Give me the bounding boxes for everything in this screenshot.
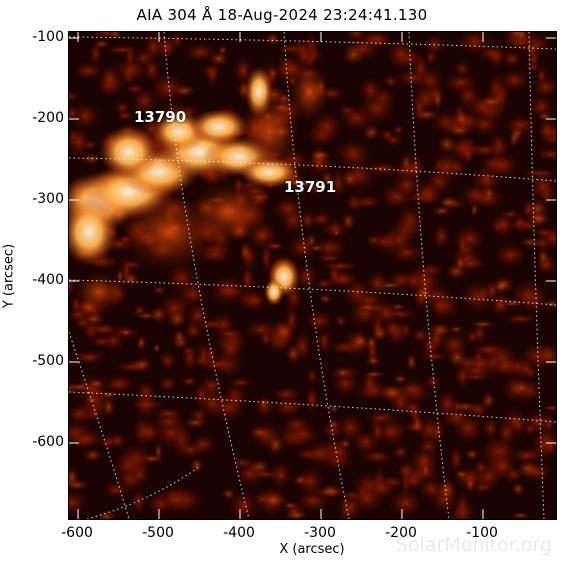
y-tick-label: -200 bbox=[32, 110, 64, 126]
chromosphere-texture bbox=[69, 32, 556, 519]
active-region-label-13790: 13790 bbox=[134, 108, 187, 126]
heliographic-grid bbox=[69, 32, 556, 519]
active-region-label-13791: 13791 bbox=[284, 178, 337, 196]
image-title: AIA 304 Å 18-Aug-2024 23:24:41.130 bbox=[136, 6, 428, 24]
x-tick-label: -400 bbox=[223, 525, 255, 541]
y-tick-label: -100 bbox=[32, 29, 64, 45]
x-tick-label: -300 bbox=[304, 525, 336, 541]
y-tick-label: -300 bbox=[32, 191, 64, 207]
y-tick-label: -500 bbox=[32, 353, 64, 369]
y-tick-label: -400 bbox=[32, 272, 64, 288]
x-tick-label: -600 bbox=[61, 525, 93, 541]
x-axis-label: X (arcsec) bbox=[279, 542, 345, 557]
watermark-logo: SolarMonitor.org bbox=[395, 534, 552, 556]
axis-ticks bbox=[69, 32, 556, 519]
y-axis-label: Y (arcsec) bbox=[1, 243, 17, 309]
x-tick-label: -200 bbox=[385, 525, 417, 541]
solar-image bbox=[69, 32, 556, 519]
x-tick-label: -500 bbox=[142, 525, 174, 541]
solar-image-panel bbox=[68, 31, 557, 520]
x-tick-label: -100 bbox=[466, 525, 498, 541]
y-tick-label: -600 bbox=[32, 434, 64, 450]
